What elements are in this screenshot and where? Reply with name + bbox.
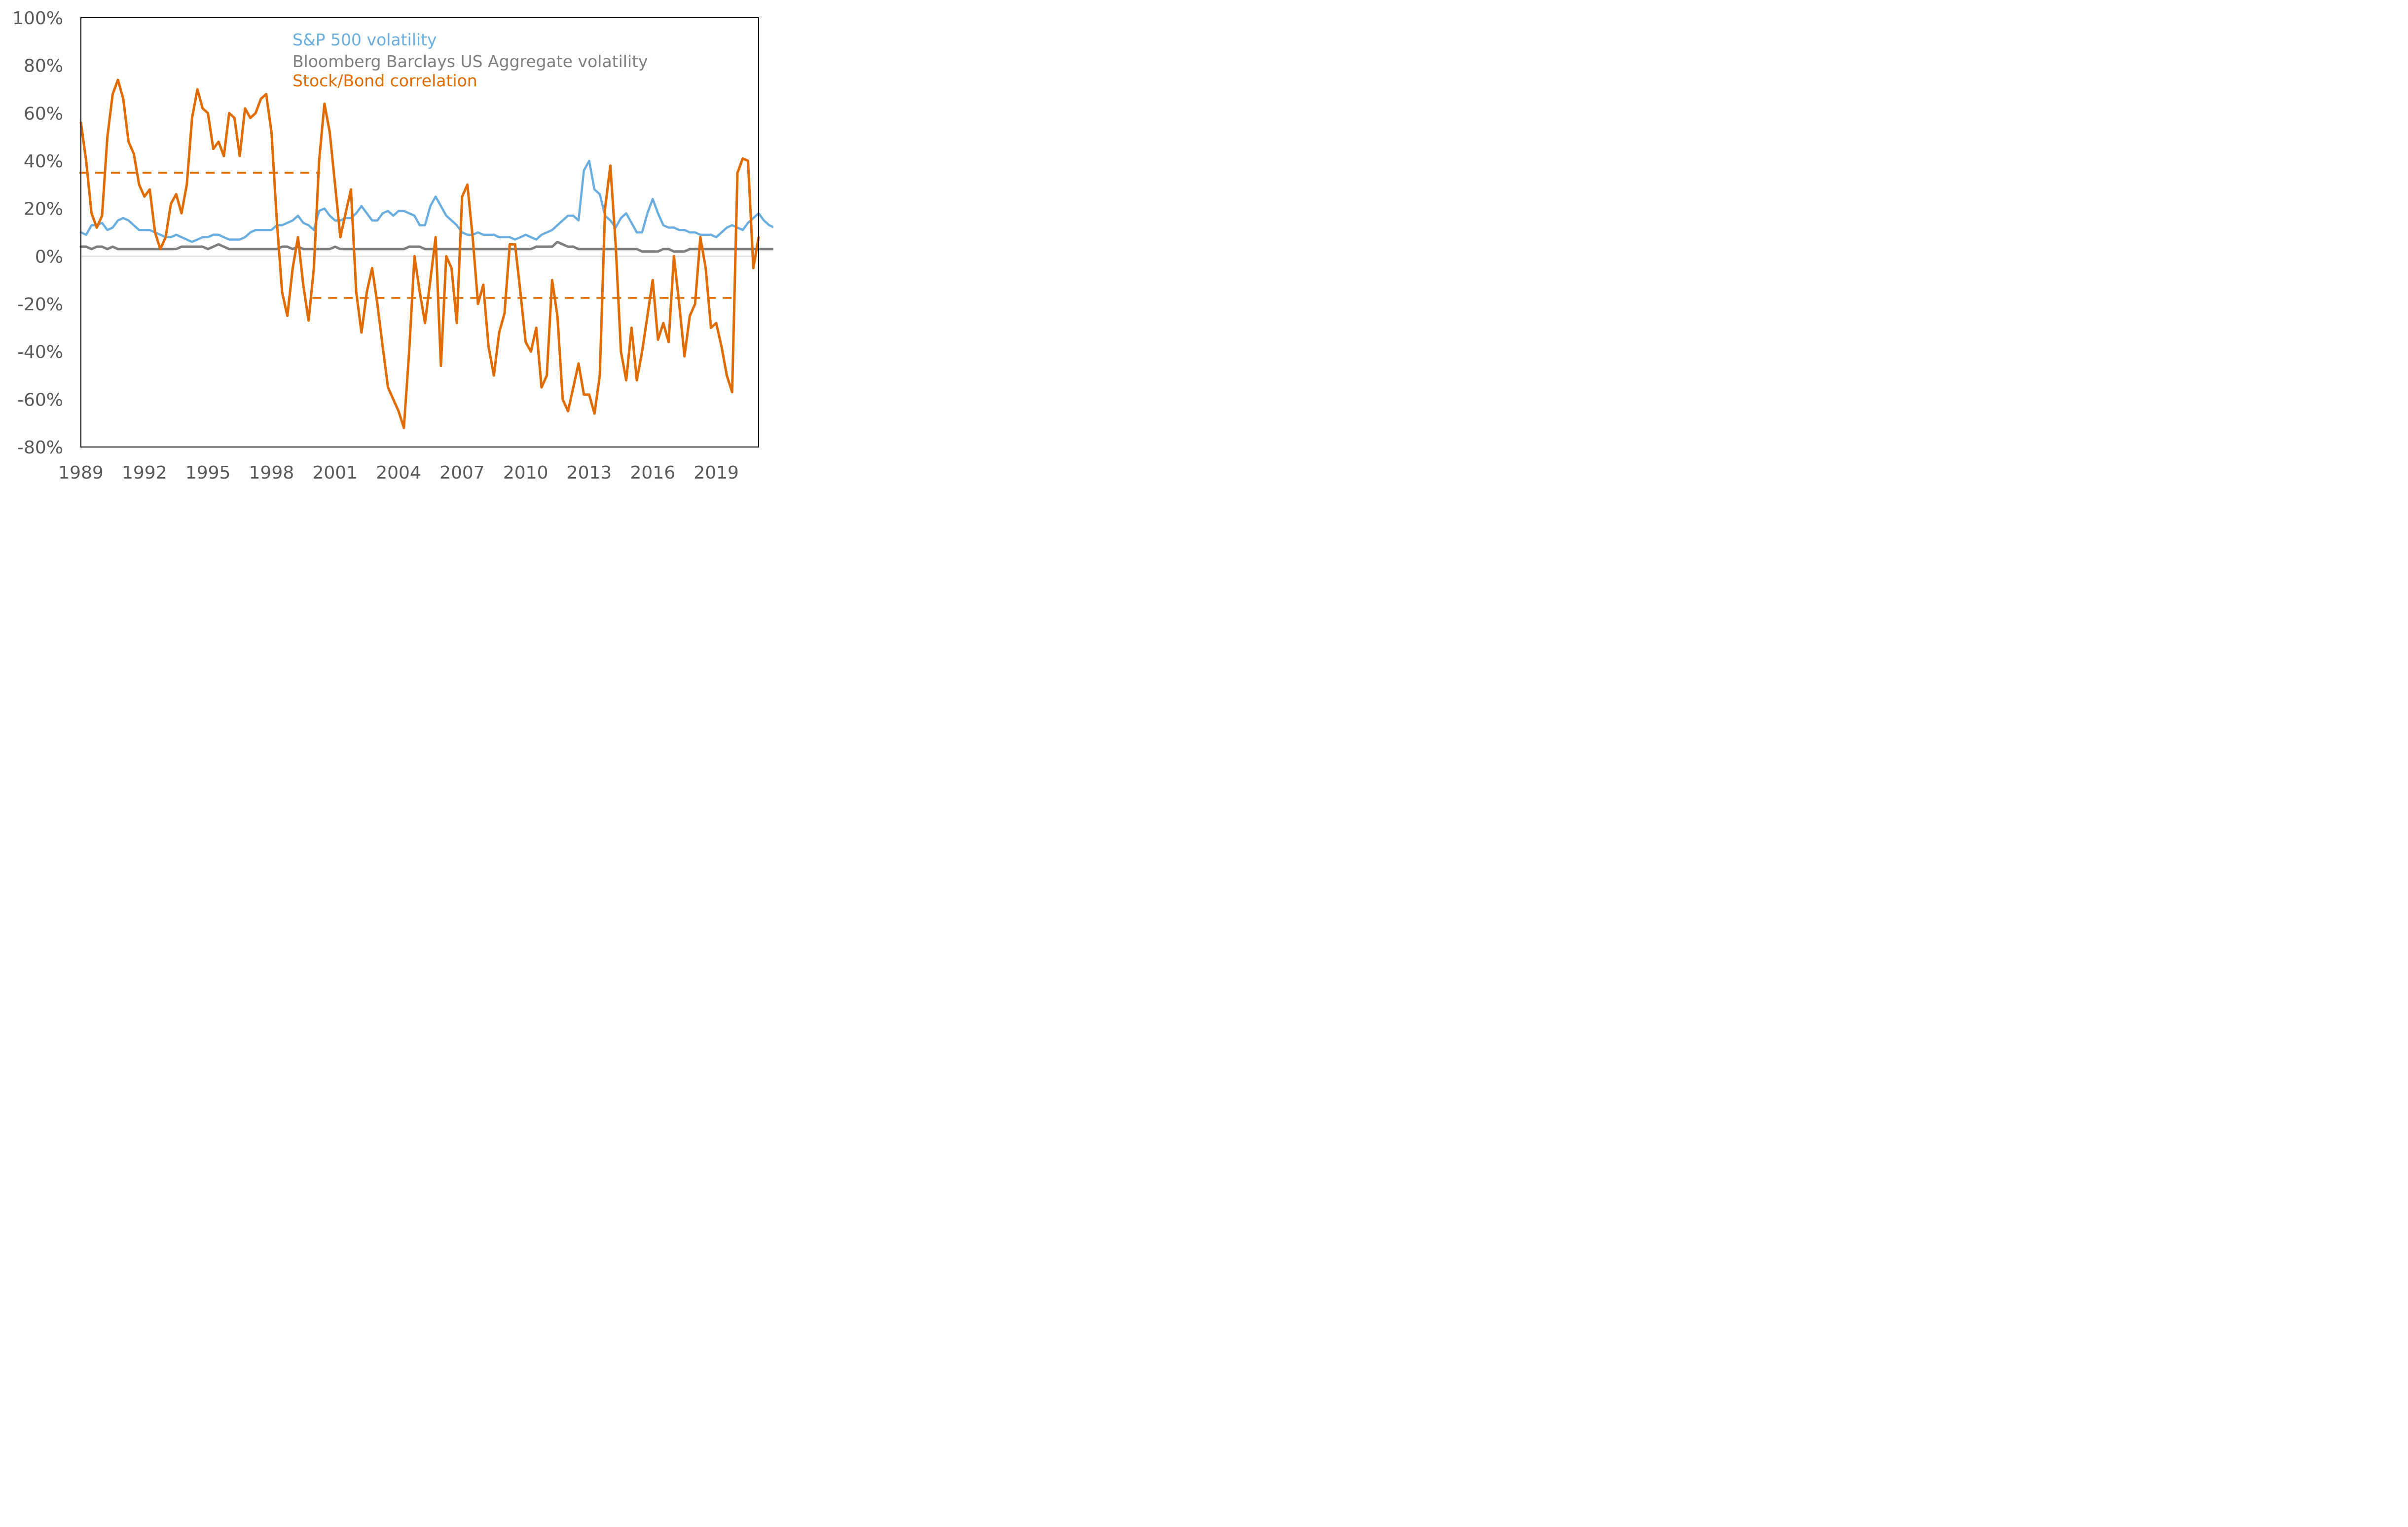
plot-area-frame <box>80 17 759 447</box>
legend-item-bond-volatility: Bloomberg Barclays US Aggregate volatili… <box>292 52 648 71</box>
y-tick-label: 100% <box>12 8 63 29</box>
x-axis-tick-labels: 1989 1992 1995 1998 2001 2004 2007 2010 2013 2016… <box>58 463 739 483</box>
series-stock-bond-correlation <box>79 78 760 429</box>
x-tick-label: 2010 <box>503 463 548 483</box>
y-axis-tick-labels: 100% 80% 60% 40% 20% 0% -20% -40% -60% -80% <box>12 8 63 458</box>
legend-item-sp500-volatility: S&P 500 volatility <box>292 30 437 49</box>
legend: S&P 500 volatility Bloomberg Barclays US… <box>292 30 648 90</box>
reference-lines <box>79 172 738 299</box>
x-tick-label: 1995 <box>185 463 231 483</box>
y-tick-label: 40% <box>24 151 63 172</box>
legend-item-stock-bond-correlation: Stock/Bond correlation <box>292 71 477 90</box>
x-tick-label: 1998 <box>249 463 294 483</box>
y-tick-label: -60% <box>17 390 63 410</box>
x-tick-label: 1989 <box>58 463 104 483</box>
series-sp500-volatility <box>79 159 773 243</box>
x-tick-label: 2007 <box>439 463 485 483</box>
series-bond-volatility <box>79 240 773 253</box>
y-tick-label: 20% <box>24 199 63 220</box>
y-tick-label: -20% <box>17 295 63 315</box>
series-layer <box>79 78 773 429</box>
x-tick-label: 2004 <box>376 463 421 483</box>
y-tick-label: -80% <box>17 438 63 458</box>
y-tick-label: 0% <box>35 247 63 267</box>
x-tick-label: 2013 <box>567 463 612 483</box>
x-tick-label: 2016 <box>630 463 676 483</box>
x-tick-label: 2019 <box>693 463 739 483</box>
chart: 100%80%60%40%20%0%-20%-40%-60%-80% 1989 1… <box>12 8 773 483</box>
y-tick-label: 60% <box>24 104 63 124</box>
x-tick-label: 2001 <box>312 463 358 483</box>
y-tick-label: -40% <box>17 342 63 363</box>
y-tick-label: 80% <box>24 56 63 76</box>
x-tick-label: 1992 <box>122 463 167 483</box>
